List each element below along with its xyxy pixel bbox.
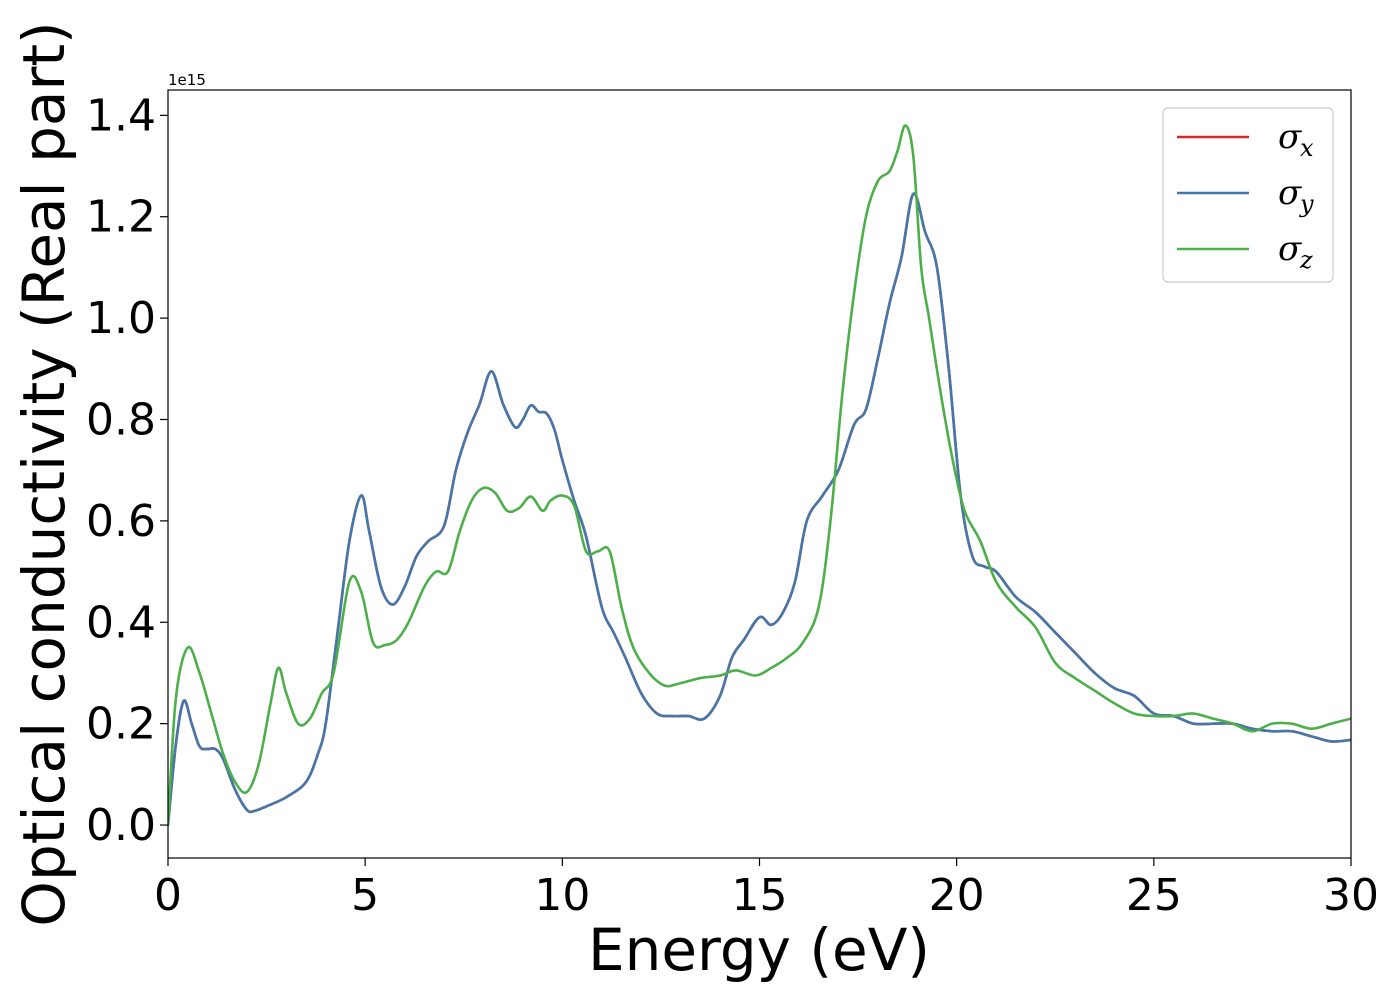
y-axis-ticks: 0.0 0.2 0.4 0.6 0.8 1.0 1.2 1.4 — [86, 90, 168, 851]
x-tick-label: 0 — [154, 870, 182, 921]
series-layer — [168, 124, 1351, 827]
y-offset-label: 1e15 — [168, 71, 206, 89]
y-tick-label: 1.0 — [86, 293, 156, 344]
y-tick-label: 0.6 — [86, 496, 156, 547]
x-axis-ticks: 0 5 10 15 20 25 30 — [154, 858, 1379, 921]
y-tick-label: 0.4 — [86, 597, 156, 648]
x-tick-label: 30 — [1323, 870, 1379, 921]
legend-label-sigma-x: σ — [1278, 117, 1302, 157]
y-tick-label: 0.0 — [86, 800, 156, 851]
legend-subscript-y: y — [1299, 190, 1314, 218]
x-tick-label: 5 — [351, 870, 379, 921]
y-tick-label: 1.2 — [86, 192, 156, 243]
legend-label-sigma-z: σ — [1278, 229, 1302, 269]
x-axis-title: Energy (eV) — [588, 916, 930, 984]
legend-subscript-x: x — [1300, 134, 1314, 162]
legend-box — [1162, 107, 1334, 283]
series-line-sigma-y — [168, 192, 1351, 827]
legend-subscript-z: z — [1299, 246, 1313, 274]
y-tick-label: 0.8 — [86, 395, 156, 446]
series-line-sigma-z — [168, 124, 1351, 827]
x-tick-label: 10 — [534, 870, 590, 921]
y-tick-label: 1.4 — [86, 90, 156, 141]
x-tick-label: 25 — [1126, 870, 1182, 921]
x-tick-label: 15 — [732, 870, 788, 921]
y-tick-label: 0.2 — [86, 699, 156, 750]
x-tick-label: 20 — [929, 870, 985, 921]
legend-label-sigma-y: σ — [1278, 173, 1302, 213]
y-axis-title: Optical conductivity (Real part) — [10, 21, 78, 926]
